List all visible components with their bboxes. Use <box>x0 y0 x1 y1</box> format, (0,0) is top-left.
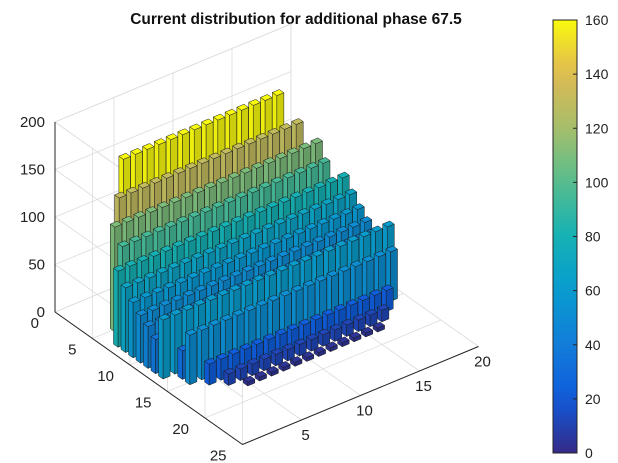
bar <box>184 328 198 386</box>
z-tick-label: 200 <box>20 114 45 131</box>
bar <box>372 321 386 333</box>
bar <box>278 361 291 372</box>
x-tick-label: 15 <box>415 378 432 395</box>
y-tick-label: 5 <box>68 342 76 359</box>
y-tick-label: 25 <box>210 448 227 463</box>
axes-front: 0 50 100 150 200 0 5 10 15 20 25 5 10 15 20 <box>20 114 491 463</box>
y-tick-label: 15 <box>135 395 152 412</box>
colorbar-tick-label: 100 <box>585 174 609 190</box>
bar <box>282 343 296 362</box>
x-tick-label: 10 <box>356 403 373 420</box>
bar <box>317 328 331 347</box>
y-tick-label: 20 <box>172 421 189 438</box>
z-tick-label: 50 <box>28 257 45 274</box>
x-tick-label: 20 <box>474 354 491 371</box>
bar <box>294 338 307 357</box>
colorbar-tick-label: 140 <box>585 66 609 82</box>
bar <box>305 333 319 352</box>
z-tick-label: 0 <box>37 304 45 321</box>
bar <box>242 375 256 387</box>
colorbar-tick-label: 40 <box>585 337 601 353</box>
colorbar-tick-label: 120 <box>585 120 609 136</box>
colorbar-tick-label: 60 <box>585 283 601 299</box>
bar <box>270 348 284 367</box>
bar <box>289 356 303 367</box>
colorbar-tick-label: 80 <box>585 229 601 245</box>
colorbar-tick-label: 0 <box>585 445 593 461</box>
y-tick-label: 0 <box>31 315 39 332</box>
x-tick-label: 5 <box>301 427 309 444</box>
bar <box>353 313 366 333</box>
y-tick-label: 10 <box>97 368 114 385</box>
bars-group <box>109 89 399 387</box>
bar <box>157 313 171 380</box>
chart-title: Current distribution for additional phas… <box>130 11 462 28</box>
colorbar-tick-label: 160 <box>585 12 609 28</box>
bar <box>329 323 343 342</box>
z-tick-label: 150 <box>20 162 45 179</box>
bar <box>266 365 279 377</box>
bar <box>204 357 217 386</box>
bar <box>337 336 350 348</box>
bar <box>223 367 237 387</box>
bar <box>313 346 327 358</box>
bar <box>246 357 260 377</box>
bar <box>254 370 268 382</box>
bar <box>376 304 390 323</box>
bar <box>301 351 315 362</box>
bar <box>360 326 374 338</box>
bar <box>325 341 338 353</box>
z-tick-label: 100 <box>20 209 45 226</box>
colorbar: 0 20 40 60 80 100 120 140 160 <box>552 12 609 461</box>
bar <box>258 353 272 372</box>
bar <box>348 331 362 343</box>
colorbar-tick-label: 20 <box>585 391 601 407</box>
